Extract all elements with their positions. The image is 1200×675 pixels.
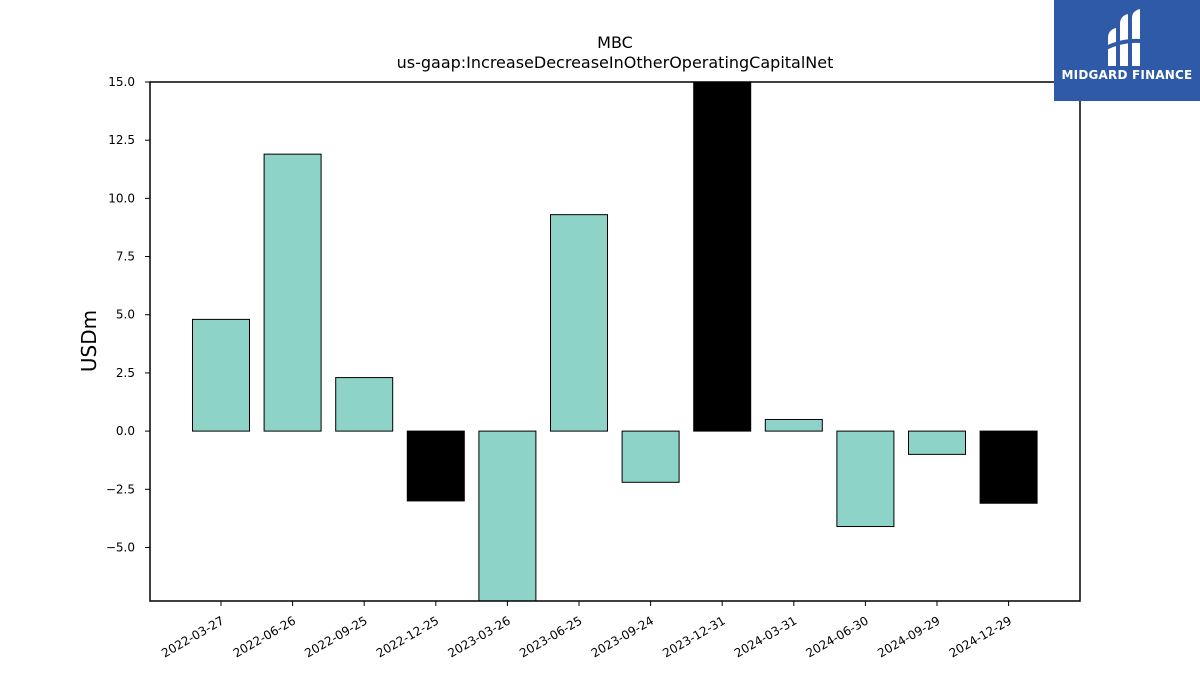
x-tick-label: 2023-06-25 [517, 613, 584, 660]
x-tick-label: 2022-03-27 [159, 613, 226, 660]
y-tick-label: 7.5 [116, 250, 135, 264]
x-tick-label: 2023-12-31 [660, 613, 727, 660]
y-tick-label: 10.0 [108, 191, 135, 205]
bars-group [192, 81, 1038, 602]
y-axis-ticks: −5.0 −2.5 0.0 2.5 5.0 7.5 10.0 12.5 15.0 [106, 75, 150, 554]
chart-title: MBC [597, 33, 633, 52]
y-axis-label: USDm [77, 310, 101, 372]
y-tick-label: 2.5 [116, 366, 135, 380]
bar-2023-09-24 [621, 430, 680, 483]
y-tick-label: −2.5 [106, 482, 135, 496]
logo-text: MIDGARD FINANCE [1061, 68, 1193, 82]
x-tick-label: 2022-09-25 [302, 613, 369, 660]
x-tick-label: 2023-03-26 [445, 613, 512, 660]
bar-2023-12-31 [693, 81, 752, 432]
x-tick-label: 2022-12-25 [374, 613, 441, 660]
bar-2023-03-26 [478, 430, 537, 602]
bar-2022-09-25 [335, 377, 394, 432]
bar-2023-06-25 [550, 214, 608, 432]
bar-2024-12-29 [979, 430, 1038, 504]
bar-2024-09-29 [908, 430, 966, 455]
x-axis-ticks: 2022-03-27 2022-06-26 2022-09-25 2022-12-25… [159, 601, 1014, 660]
x-tick-label: 2024-06-30 [803, 613, 870, 660]
x-tick-label: 2024-12-29 [947, 613, 1014, 660]
x-tick-label: 2022-06-26 [231, 613, 298, 660]
y-tick-label: 5.0 [116, 308, 135, 322]
midgard-finance-logo: MIDGARD FINANCE [1054, 0, 1200, 101]
chart-subtitle: us-gaap:IncreaseDecreaseInOtherOperating… [397, 53, 834, 72]
bar-2022-12-25 [406, 430, 465, 502]
x-tick-label: 2024-03-31 [732, 613, 799, 660]
x-tick-label: 2023-09-24 [589, 613, 656, 660]
y-tick-label: 15.0 [108, 75, 135, 89]
y-tick-label: 12.5 [108, 133, 135, 147]
bar-2022-03-27 [192, 318, 250, 432]
plot-frame [149, 81, 1081, 602]
bar-2022-06-26 [263, 153, 322, 432]
x-tick-label: 2024-09-29 [875, 613, 942, 660]
bar-2024-06-30 [836, 430, 895, 528]
y-tick-label: −5.0 [106, 540, 135, 554]
bar-2024-03-31 [764, 418, 823, 432]
midgard-logo-icon [1105, 9, 1149, 66]
y-tick-label: 0.0 [116, 424, 135, 438]
